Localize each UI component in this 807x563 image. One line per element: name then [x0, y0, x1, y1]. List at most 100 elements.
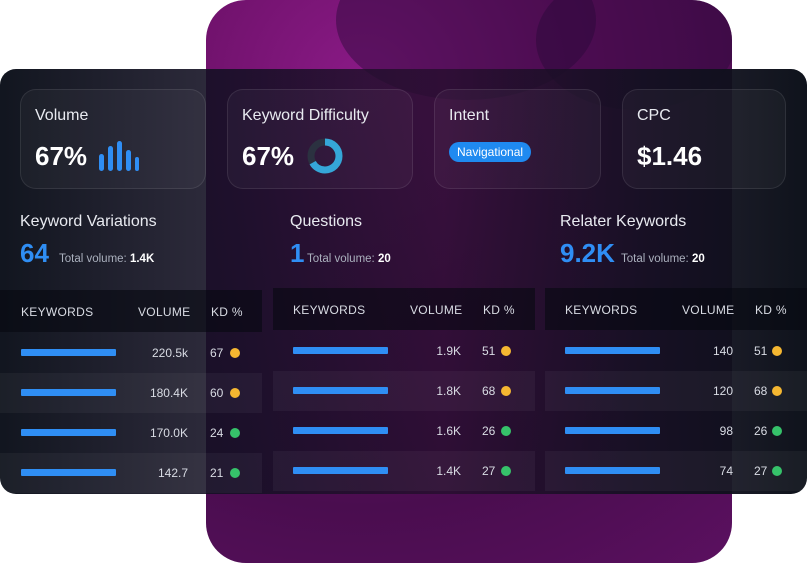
col-volume[interactable]: VOLUME — [682, 303, 735, 317]
intent-title: Intent — [449, 107, 490, 124]
bar-chart-icon-bar — [126, 150, 131, 171]
keyword-placeholder-bar — [565, 467, 660, 474]
volume-cell: 1.9K — [436, 344, 461, 358]
keyword-difficulty-card: Keyword Difficulty 67% — [227, 89, 413, 189]
keyword-difficulty-value: 67% — [242, 141, 295, 171]
keyword-overview-panel: Volume 67% Keyword Difficulty 67% Intent… — [0, 69, 807, 494]
intent-card: Intent Navigational — [434, 89, 601, 189]
kd-cell: 26 — [482, 424, 496, 438]
intent-badge: Navigational — [449, 142, 532, 162]
volume-cell: 180.4K — [149, 386, 188, 400]
volume-cell: 170.0K — [149, 426, 188, 440]
kd-cell: 27 — [754, 464, 768, 478]
total-volume-value: 20 — [691, 253, 705, 265]
kd-medium-dot — [230, 348, 240, 358]
table-row[interactable]: 1.6K 26 — [273, 411, 535, 451]
volume-title: Volume — [35, 107, 89, 124]
kd-easy-dot — [230, 428, 240, 438]
donut-arc — [307, 138, 343, 174]
col-kd[interactable]: KD % — [755, 303, 787, 317]
table-header: KEYWORDS VOLUME KD % — [273, 288, 535, 330]
kd-cell: 60 — [210, 386, 224, 400]
cpc-value: $1.46 — [637, 141, 703, 171]
keyword-placeholder-bar — [21, 389, 116, 396]
related-keywords-count: 9.2K — [560, 238, 615, 268]
kd-cell: 27 — [482, 464, 496, 478]
col-keywords[interactable]: KEYWORDS — [293, 303, 366, 317]
keyword-placeholder-bar — [293, 387, 388, 394]
keyword-placeholder-bar — [21, 469, 116, 476]
keyword-variations-title: Keyword Variations — [20, 213, 157, 230]
table-row[interactable]: 1.8K 68 — [273, 371, 535, 411]
kd-cell: 68 — [754, 384, 768, 398]
kd-medium-dot — [501, 386, 511, 396]
keyword-placeholder-bar — [565, 347, 660, 354]
cpc-card: CPC $1.46 — [622, 89, 786, 189]
table-header: KEYWORDS VOLUME KD % — [0, 290, 262, 332]
keyword-placeholder-bar — [293, 467, 388, 474]
volume-cell: 142.7 — [157, 466, 188, 480]
volume-card: Volume 67% — [20, 89, 206, 189]
keyword-difficulty-title: Keyword Difficulty — [242, 107, 369, 124]
kd-cell: 51 — [482, 344, 496, 358]
table-row[interactable]: 1.4K 27 — [273, 451, 535, 491]
bar-chart-icon — [99, 141, 139, 171]
kd-medium-dot — [501, 346, 511, 356]
bar-chart-icon-bar — [117, 141, 122, 171]
table-header: KEYWORDS VOLUME KD % — [545, 288, 807, 330]
table-row[interactable]: 220.5k 67 — [0, 333, 262, 373]
kd-cell: 24 — [210, 426, 224, 440]
kd-medium-dot — [772, 346, 782, 356]
keyword-placeholder-bar — [293, 427, 388, 434]
col-kd[interactable]: KD % — [483, 303, 515, 317]
kd-cell: 51 — [754, 344, 768, 358]
total-volume-value: 1.4K — [129, 253, 155, 265]
questions-count: 1 — [290, 238, 305, 268]
keyword-variations-count: 64 — [20, 238, 49, 268]
keyword-placeholder-bar — [565, 387, 660, 394]
keyword-variations-total: Total volume: 1.4K — [59, 253, 154, 265]
volume-value: 67% — [35, 141, 88, 171]
table-row[interactable]: 98 26 — [545, 411, 807, 451]
table-row[interactable]: 180.4K 60 — [0, 373, 262, 413]
donut-chart-icon — [307, 138, 343, 174]
total-volume-value: 20 — [377, 253, 391, 265]
volume-cell: 1.6K — [436, 424, 461, 438]
total-volume-label: Total volume: — [621, 253, 689, 265]
col-kd[interactable]: KD % — [211, 305, 243, 319]
table-row[interactable]: 120 68 — [545, 371, 807, 411]
volume-cell: 98 — [719, 424, 733, 438]
col-keywords[interactable]: KEYWORDS — [565, 303, 638, 317]
volume-cell: 1.4K — [436, 464, 461, 478]
kd-easy-dot — [772, 466, 782, 476]
kd-cell: 67 — [210, 346, 224, 360]
table-row[interactable]: 170.0K 24 — [0, 413, 262, 453]
kd-easy-dot — [230, 468, 240, 478]
keyword-placeholder-bar — [21, 429, 116, 436]
volume-cell: 140 — [712, 344, 733, 358]
volume-cell: 220.5k — [151, 346, 188, 360]
table-row[interactable]: 142.7 21 — [0, 453, 262, 493]
total-volume-label: Total volume: — [59, 253, 127, 265]
volume-cell: 74 — [719, 464, 733, 478]
bar-chart-icon-bar — [108, 146, 113, 171]
kd-medium-dot — [230, 388, 240, 398]
kd-cell: 26 — [754, 424, 768, 438]
questions-total: Total volume: 20 — [307, 253, 391, 265]
keyword-placeholder-bar — [21, 349, 116, 356]
related-keywords-title: Relater Keywords — [560, 213, 687, 230]
table-row[interactable]: 1.9K 51 — [273, 331, 535, 371]
table-row[interactable]: 74 27 — [545, 451, 807, 491]
table-row[interactable]: 140 51 — [545, 331, 807, 371]
col-volume[interactable]: VOLUME — [410, 303, 463, 317]
cpc-title: CPC — [637, 107, 671, 124]
total-volume-label: Total volume: — [307, 253, 375, 265]
col-keywords[interactable]: KEYWORDS — [21, 305, 94, 319]
kd-medium-dot — [772, 386, 782, 396]
kd-easy-dot — [501, 426, 511, 436]
volume-cell: 120 — [712, 384, 733, 398]
bar-chart-icon-bar — [99, 154, 104, 171]
related-keywords-total: Total volume: 20 — [621, 253, 705, 265]
col-volume[interactable]: VOLUME — [138, 305, 191, 319]
keyword-placeholder-bar — [293, 347, 388, 354]
